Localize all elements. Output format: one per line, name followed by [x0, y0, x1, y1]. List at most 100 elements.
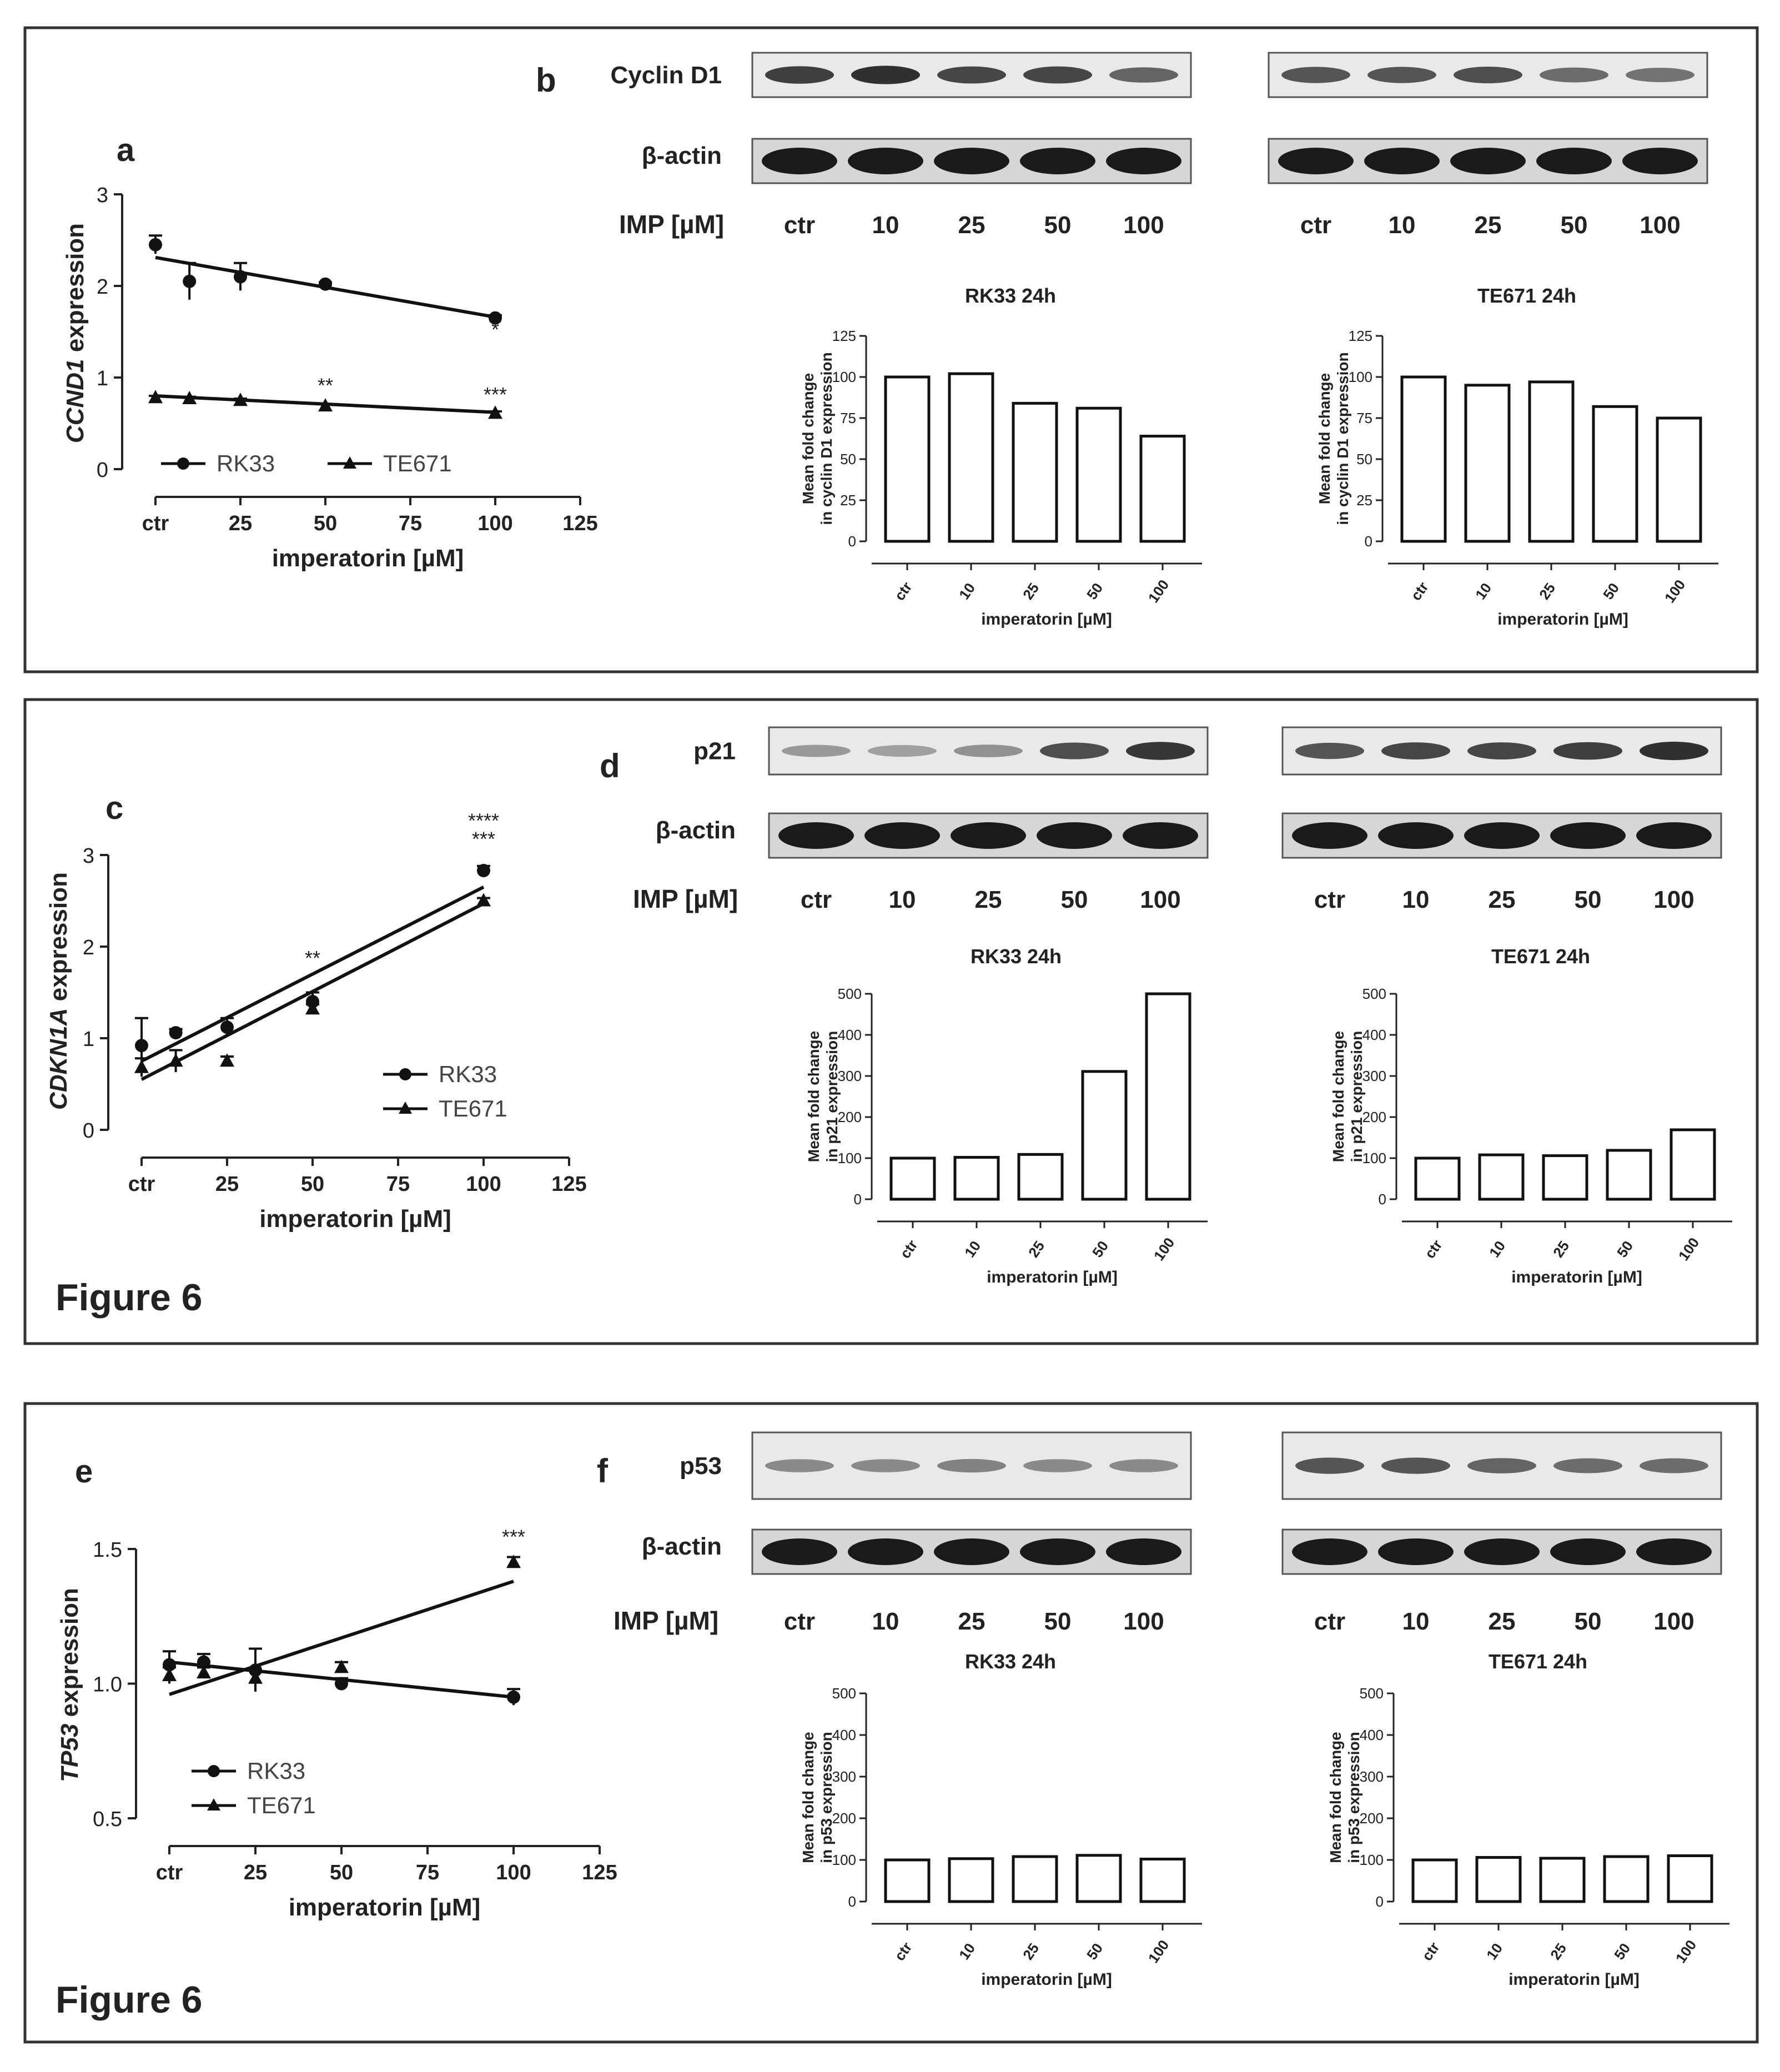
actin-band — [1106, 1538, 1181, 1565]
y-tick-label: 300 — [1362, 1068, 1386, 1084]
lane-label: ctr — [1314, 1608, 1345, 1635]
protein-label: p21 — [693, 738, 736, 765]
x-tick-label: 100 — [477, 512, 512, 535]
protein-band — [1023, 66, 1092, 84]
actin-band — [1550, 822, 1626, 849]
protein-band — [1109, 67, 1178, 83]
x-tick-label: 125 — [562, 512, 597, 535]
y-tick-label: 0 — [1379, 1191, 1386, 1208]
lane-label: 100 — [1640, 212, 1680, 239]
bar — [1145, 992, 1191, 1201]
protein-band — [1640, 741, 1708, 761]
figure-label: Figure 6 — [56, 1979, 203, 2021]
legend-label: TE671 — [439, 1095, 507, 1122]
protein-band — [1540, 67, 1608, 83]
protein-band — [765, 1459, 834, 1472]
chart-title: TE671 24h — [1477, 284, 1576, 307]
lane-label: ctr — [784, 212, 815, 239]
data-point — [305, 1001, 320, 1015]
x-tick-label: ctr — [1421, 1237, 1446, 1261]
series-TE671 — [162, 1555, 521, 1696]
y-tick-label: 0 — [848, 1893, 856, 1910]
bar-chart-d-right: TE671 24h 0 100 200 300 400 500 ctr 10 25 50 100 imp… — [1330, 945, 1732, 1286]
x-tick-label: ctr — [897, 1237, 921, 1261]
bar — [1542, 1154, 1588, 1201]
fit-line — [140, 886, 485, 1063]
lane-label: 100 — [1653, 1608, 1694, 1635]
y-axis-label: TP53 expression — [56, 1588, 83, 1782]
x-tick-label: 25 — [1019, 1940, 1042, 1963]
bar — [1075, 1854, 1122, 1903]
protein-band — [1553, 1458, 1622, 1473]
y-tick-label: 1.0 — [93, 1673, 122, 1697]
legend-marker — [177, 457, 189, 470]
legend-label: RK33 — [439, 1061, 497, 1087]
y-tick-label: 400 — [1360, 1727, 1384, 1743]
y-axis-label-line2: in p21 expression — [1348, 1031, 1365, 1163]
lane-label: 25 — [1489, 886, 1516, 913]
data-point — [197, 1655, 210, 1669]
x-tick-label: 25 — [229, 512, 252, 535]
x-tick-label: 75 — [399, 512, 422, 535]
data-point — [162, 1667, 177, 1681]
bar — [1528, 380, 1575, 543]
bar-chart-b-left: RK33 24h 0 25 50 75 100 125 ctr 10 25 50 100 imperat… — [800, 284, 1202, 628]
figure-label: Figure 6 — [56, 1276, 203, 1319]
bar — [953, 1156, 1000, 1201]
panel-letter: d — [600, 747, 620, 784]
data-point — [220, 1053, 234, 1067]
y-axis-label-line2: in p21 expression — [823, 1031, 841, 1163]
panel-letter: b — [536, 62, 556, 99]
lane-label: 100 — [1653, 886, 1694, 913]
y-tick-label: 200 — [832, 1810, 856, 1827]
y-tick-label: 2 — [97, 275, 108, 299]
x-tick-label: 10 — [956, 580, 978, 602]
data-point — [335, 1677, 348, 1691]
panel-frame-3 — [23, 1402, 1759, 2044]
protein-label: p53 — [680, 1452, 722, 1480]
bar — [1592, 405, 1638, 543]
x-tick-label: 50 — [1083, 1940, 1106, 1963]
y-tick-label: 200 — [1362, 1109, 1386, 1125]
protein-band — [1281, 67, 1350, 83]
y-tick-label: 100 — [1362, 1150, 1386, 1166]
lineplot-a: a 0 1 2 3 ctr 25 50 75 100 125 imperatorin [µM] CCND… — [62, 132, 598, 572]
protein-band — [1626, 68, 1694, 82]
y-tick-label: 0 — [1376, 1893, 1384, 1910]
lane-label: 100 — [1140, 886, 1180, 913]
panel-frame-1 — [23, 26, 1759, 673]
y-axis-label-suffix: expression — [56, 1588, 83, 1724]
lane-label: 25 — [1489, 1608, 1516, 1635]
actin-band — [1622, 148, 1698, 174]
protein-band — [765, 66, 834, 84]
actin-band — [762, 148, 837, 174]
y-tick-label: 100 — [1360, 1852, 1384, 1868]
bar — [1475, 1856, 1522, 1903]
x-tick-label: 25 — [1550, 1238, 1572, 1260]
panel-letter: e — [75, 1454, 93, 1490]
x-axis-label: imperatorin [µM] — [987, 1268, 1118, 1286]
x-axis-label: imperatorin [µM] — [259, 1205, 451, 1233]
bar — [889, 1156, 936, 1201]
data-point — [134, 1059, 149, 1073]
lane-label: 50 — [1044, 1608, 1072, 1635]
lane-label: 50 — [1575, 886, 1602, 913]
y-tick-label: 500 — [1360, 1685, 1384, 1702]
bar — [1012, 401, 1058, 543]
bar — [1670, 1128, 1716, 1201]
data-point — [488, 405, 502, 419]
x-tick-label: 25 — [244, 1861, 267, 1884]
panel-frame-2 — [23, 698, 1759, 1345]
bar-chart-b-right: TE671 24h 0 25 50 75 100 125 ctr 10 25 50 100 impera… — [1316, 284, 1718, 628]
y-tick-label: 3 — [83, 844, 94, 868]
lane-label: 10 — [1389, 212, 1416, 239]
y-axis-label: CDKN1A expression — [45, 872, 72, 1110]
legend-label: RK33 — [217, 450, 275, 476]
lineplot-e: e 0.5 1.0 1.5 ctr 25 50 75 100 125 imperatorin [µM… — [56, 1454, 617, 1921]
data-point — [477, 864, 490, 878]
x-axis-label: imperatorin [µM] — [272, 545, 464, 572]
y-tick-label: 75 — [1356, 410, 1372, 426]
protein-band — [851, 1459, 920, 1472]
data-point — [149, 238, 162, 252]
